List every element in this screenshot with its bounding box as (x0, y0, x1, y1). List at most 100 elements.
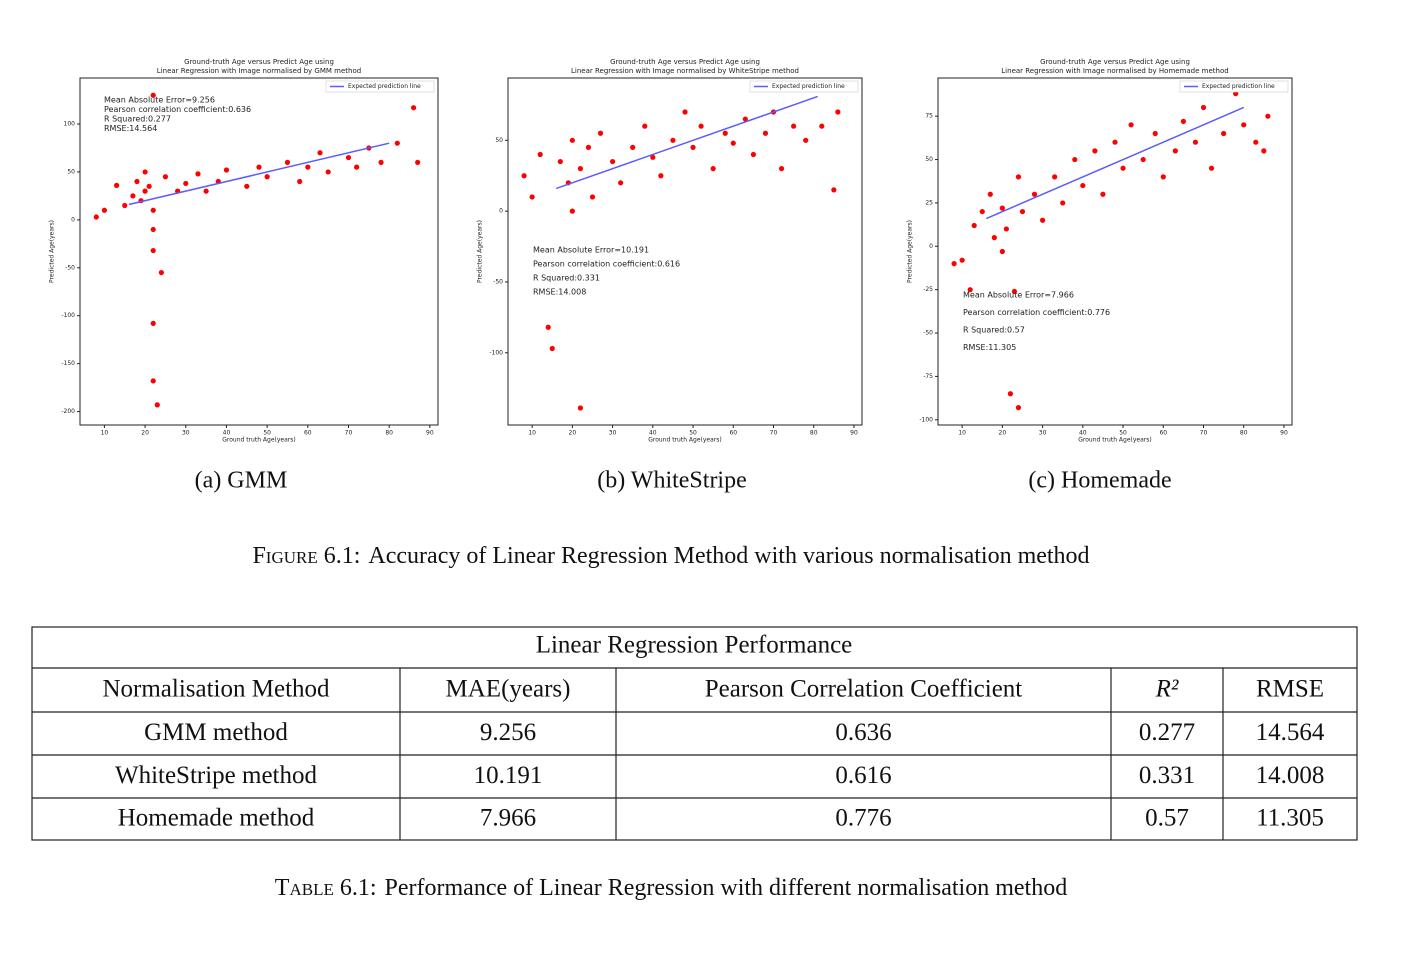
chart-title: Linear Regression with Image normalised … (157, 67, 361, 75)
data-point (835, 109, 841, 115)
data-point (1011, 288, 1018, 295)
subcaption: (a) GMM (195, 468, 288, 494)
y-tick-label: 75 (925, 113, 933, 120)
data-point (545, 324, 551, 330)
table-cell: 0.331 (1139, 762, 1195, 789)
data-point (150, 226, 156, 233)
data-point (1172, 148, 1178, 154)
table-cell: 10.191 (474, 762, 543, 789)
data-point (987, 191, 993, 197)
data-point (630, 144, 636, 150)
data-point (1160, 174, 1166, 180)
data-point (589, 194, 596, 200)
chart-title: Ground-truth Age versus Predict Age usin… (184, 58, 334, 66)
table-header: MAE(years) (446, 676, 571, 703)
data-point (609, 158, 616, 165)
data-point (1052, 174, 1058, 180)
data-point (730, 140, 736, 146)
x-tick-label: 20 (569, 430, 577, 437)
data-point (642, 123, 648, 129)
data-point (722, 130, 728, 136)
data-point (203, 188, 209, 194)
data-point (1060, 200, 1066, 206)
data-point (1112, 139, 1118, 145)
x-tick-label: 90 (426, 430, 434, 437)
plot-frame (937, 77, 1293, 426)
data-point (93, 214, 99, 220)
data-point (1003, 226, 1009, 232)
data-point (354, 164, 360, 170)
data-point (256, 164, 262, 170)
legend-label: Expected prediction line (1202, 83, 1275, 90)
y-tick-label: 100 (64, 121, 76, 128)
data-point (1031, 191, 1038, 197)
data-point (410, 105, 417, 111)
data-point (114, 182, 120, 188)
y-tick-label: -200 (61, 408, 75, 415)
data-point (569, 208, 575, 214)
data-point (991, 235, 997, 241)
legend-label: Expected prediction line (772, 83, 845, 90)
table-caption: Table 6.1: Performance of Linear Regressi… (275, 875, 1067, 901)
annotation: Mean Absolute Error=7.966 (963, 291, 1074, 300)
data-point (1208, 165, 1215, 171)
y-axis-label: Predicted Age(years) (477, 220, 484, 283)
data-point (999, 248, 1005, 255)
data-point (597, 130, 604, 136)
y-tick-label: 25 (925, 199, 933, 206)
x-tick-label: 50 (1119, 430, 1127, 437)
prediction-line (985, 106, 1245, 220)
x-tick-label: 10 (528, 430, 536, 437)
subcaption: (b) WhiteStripe (597, 468, 747, 494)
data-point (122, 202, 128, 209)
data-point (791, 123, 797, 129)
data-point (577, 405, 584, 411)
data-point (742, 116, 748, 122)
data-point (378, 159, 384, 165)
legend-box (1179, 80, 1289, 93)
data-point (650, 154, 656, 160)
table-border (31, 626, 1358, 841)
data-point (101, 207, 108, 213)
x-tick-label: 60 (304, 430, 312, 437)
data-point (569, 137, 575, 143)
annotation: Pearson correlation coefficient:0.616 (533, 260, 680, 269)
data-point (682, 109, 688, 115)
data-point (317, 150, 323, 156)
data-point (150, 92, 156, 98)
table-caption-text: Performance of Linear Regression with di… (385, 875, 1068, 901)
x-tick-label: 70 (770, 430, 778, 437)
table-cell: 7.966 (480, 805, 536, 832)
x-tick-label: 20 (999, 430, 1007, 437)
chart-title: Linear Regression with Image normalised … (571, 67, 799, 75)
y-tick-label: -100 (919, 416, 933, 423)
prediction-line (556, 95, 818, 190)
x-axis-label: Ground truth Age(years) (1078, 437, 1151, 444)
data-point (1200, 104, 1207, 111)
figure-caption: Figure 6.1: Accuracy of Linear Regression… (252, 543, 1089, 569)
y-tick-label: -75 (923, 373, 933, 380)
y-axis-label: Predicted Age(years) (907, 220, 914, 283)
legend-label: Expected prediction line (348, 83, 421, 90)
data-point (1221, 130, 1227, 137)
x-tick-label: 50 (263, 430, 271, 437)
x-tick-label: 90 (1280, 430, 1288, 437)
data-point (698, 123, 704, 129)
data-point (803, 137, 809, 143)
y-tick-label: 50 (495, 137, 503, 144)
data-point (1180, 118, 1186, 124)
data-point (1015, 405, 1022, 411)
data-point (1080, 182, 1086, 189)
y-tick-label: 50 (67, 168, 75, 175)
table-cell: WhiteStripe method (115, 762, 318, 789)
table-cell: 0.277 (1139, 719, 1195, 746)
data-point (1072, 156, 1078, 163)
y-tick-label: 0 (929, 243, 933, 250)
chart-title: Linear Regression with Image normalised … (1001, 67, 1228, 75)
y-tick-label: -50 (65, 264, 75, 271)
y-tick-label: 0 (71, 216, 75, 223)
data-point (150, 320, 156, 326)
data-point (585, 144, 592, 150)
data-point (150, 378, 156, 384)
data-point (951, 261, 957, 267)
